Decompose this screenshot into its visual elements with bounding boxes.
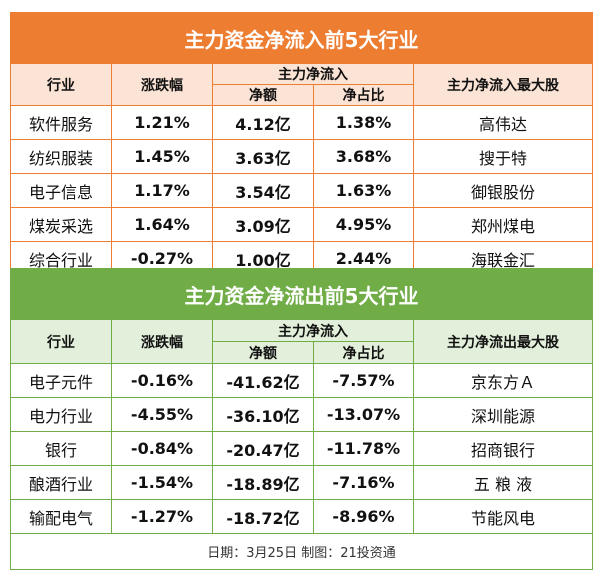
table-row: 煤炭采选 1.64% 3.09亿 4.95% 郑州煤电 [10, 207, 593, 242]
header-change: 涨跌幅 [111, 63, 213, 106]
header-top-stock: 主力净流入最大股 [413, 63, 593, 106]
header-ratio: 净占比 [313, 84, 414, 106]
cell-industry: 酿酒行业 [10, 465, 112, 500]
header-net-inflow: 主力净流入 [212, 319, 414, 342]
cell-industry: 电力行业 [10, 397, 112, 432]
table-row: 酿酒行业 -1.54% -18.89亿 -7.16% 五 粮 液 [10, 465, 593, 500]
cell-industry: 输配电气 [10, 499, 112, 534]
header-top-stock: 主力净流出最大股 [413, 319, 593, 364]
cell-change: -0.84% [111, 431, 213, 466]
cell-change: -1.27% [111, 499, 213, 534]
outflow-rows: 电子元件 -0.16% -41.62亿 -7.57% 京东方Ａ 电力行业 -4.55% -36… [10, 363, 593, 534]
cell-change: 1.21% [111, 105, 213, 140]
header-amount: 净额 [212, 341, 314, 364]
table-row: 纺织服装 1.45% 3.63亿 3.68% 搜于特 [10, 139, 593, 174]
cell-amount: -20.47亿 [212, 431, 314, 466]
cell-top-stock: 深圳能源 [413, 397, 593, 432]
table-row: 电子元件 -0.16% -41.62亿 -7.57% 京东方Ａ [10, 363, 593, 398]
cell-industry: 纺织服装 [10, 139, 112, 174]
cell-change: -4.55% [111, 397, 213, 432]
header-change: 涨跌幅 [111, 319, 213, 364]
cell-top-stock: 招商银行 [413, 431, 593, 466]
cell-change: 1.17% [111, 173, 213, 208]
cell-top-stock: 御银股份 [413, 173, 593, 208]
table-row: 电子信息 1.17% 3.54亿 1.63% 御银股份 [10, 173, 593, 208]
cell-top-stock: 郑州煤电 [413, 207, 593, 242]
header-net-inflow: 主力净流入 [212, 63, 414, 85]
cell-amount: 3.09亿 [212, 207, 314, 242]
footer-note: 日期：3月25日 制图：21投资通 [10, 533, 593, 570]
cell-ratio: -13.07% [313, 397, 414, 432]
outflow-table: 主力资金净流出前5大行业 行业 涨跌幅 主力净流入 主力净流出最大股 净额 净占… [10, 268, 593, 570]
cell-top-stock: 搜于特 [413, 139, 593, 174]
cell-ratio: 3.68% [313, 139, 414, 174]
cell-top-stock: 节能风电 [413, 499, 593, 534]
cell-amount: -41.62亿 [212, 363, 314, 398]
cell-amount: 3.54亿 [212, 173, 314, 208]
cell-ratio: 4.95% [313, 207, 414, 242]
cell-top-stock: 京东方Ａ [413, 363, 593, 398]
header-industry: 行业 [10, 63, 112, 106]
cell-top-stock: 五 粮 液 [413, 465, 593, 500]
cell-industry: 电子信息 [10, 173, 112, 208]
table-row: 银行 -0.84% -20.47亿 -11.78% 招商银行 [10, 431, 593, 466]
header-industry: 行业 [10, 319, 112, 364]
cell-ratio: 1.63% [313, 173, 414, 208]
cell-ratio: -8.96% [313, 499, 414, 534]
cell-change: 1.45% [111, 139, 213, 174]
cell-industry: 煤炭采选 [10, 207, 112, 242]
header-ratio: 净占比 [313, 341, 414, 364]
outflow-title: 主力资金净流出前5大行业 [10, 268, 593, 320]
cell-industry: 银行 [10, 431, 112, 466]
inflow-rows: 软件服务 1.21% 4.12亿 1.38% 高伟达 纺织服装 1.45% 3.63亿 3.68… [10, 105, 593, 276]
cell-top-stock: 高伟达 [413, 105, 593, 140]
cell-amount: -18.89亿 [212, 465, 314, 500]
cell-industry: 软件服务 [10, 105, 112, 140]
cell-amount: -18.72亿 [212, 499, 314, 534]
cell-amount: -36.10亿 [212, 397, 314, 432]
cell-change: 1.64% [111, 207, 213, 242]
cell-amount: 4.12亿 [212, 105, 314, 140]
cell-ratio: -7.57% [313, 363, 414, 398]
table-row: 电力行业 -4.55% -36.10亿 -13.07% 深圳能源 [10, 397, 593, 432]
inflow-title: 主力资金净流入前5大行业 [10, 12, 593, 64]
cell-industry: 电子元件 [10, 363, 112, 398]
cell-change: -1.54% [111, 465, 213, 500]
inflow-table: 主力资金净流入前5大行业 行业 涨跌幅 主力净流入 主力净流入最大股 净额 净占… [10, 12, 593, 276]
table-row: 软件服务 1.21% 4.12亿 1.38% 高伟达 [10, 105, 593, 140]
cell-change: -0.16% [111, 363, 213, 398]
table-row: 输配电气 -1.27% -18.72亿 -8.96% 节能风电 [10, 499, 593, 534]
cell-ratio: 1.38% [313, 105, 414, 140]
cell-amount: 3.63亿 [212, 139, 314, 174]
cell-ratio: -7.16% [313, 465, 414, 500]
cell-ratio: -11.78% [313, 431, 414, 466]
header-amount: 净额 [212, 84, 314, 106]
